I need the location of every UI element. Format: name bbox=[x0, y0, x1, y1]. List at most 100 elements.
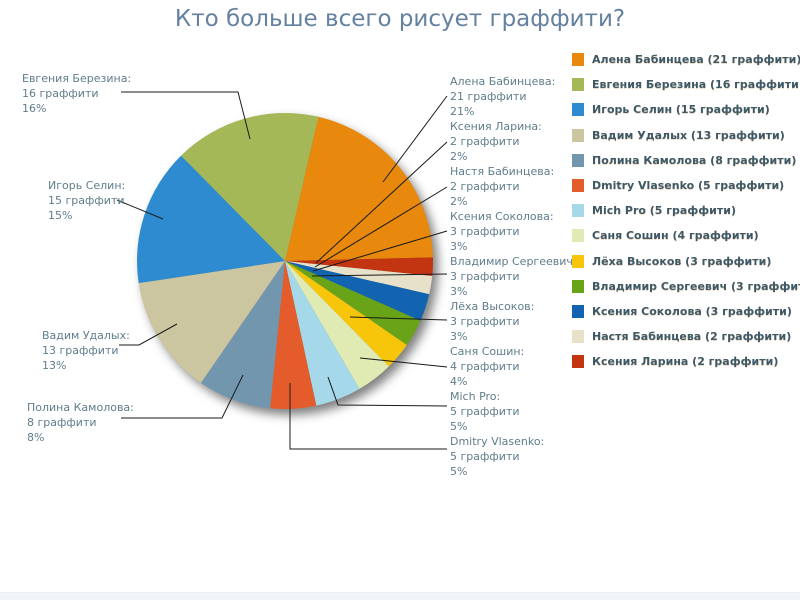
pie-slice-13[interactable] bbox=[181, 112, 319, 261]
slice-label-9: Dmitry Vlasenko: 5 граффити 5% bbox=[450, 434, 544, 479]
callout-line-9 bbox=[289, 383, 447, 450]
slice-label-line: 8 граффити bbox=[27, 416, 97, 429]
pie-slice-2[interactable] bbox=[285, 257, 434, 276]
legend-item-3[interactable]: Игорь Селин (15 граффити) bbox=[572, 102, 770, 116]
callout-line-4 bbox=[312, 230, 448, 272]
slice-label-line: 13 граффити bbox=[42, 344, 119, 357]
legend-swatch-icon bbox=[572, 254, 584, 268]
legend-label: Полина Камолова (8 граффити) bbox=[592, 153, 797, 167]
slice-label-line: 3% bbox=[450, 285, 468, 298]
pie-slice-10[interactable] bbox=[200, 261, 285, 409]
legend-item-5[interactable]: Полина Камолова (8 граффити) bbox=[572, 153, 796, 167]
legend-item-8[interactable]: Саня Сошин (4 граффити) bbox=[572, 228, 759, 242]
legend-swatch-icon bbox=[572, 329, 584, 343]
slice-label-7: Саня Сошин: 4 граффити 4% bbox=[450, 344, 524, 389]
callout-line-5 bbox=[311, 273, 448, 277]
legend-swatch-icon bbox=[572, 178, 584, 192]
legend-label: Евгения Березина (16 граффити) bbox=[592, 77, 800, 91]
slice-label-line: 2 граффити bbox=[450, 180, 520, 193]
pie-slices-group bbox=[136, 112, 434, 409]
callout-line-12 bbox=[116, 199, 164, 220]
slice-label-11: Вадим Удалых: 13 граффити 13% bbox=[42, 328, 130, 373]
legend-label: Игорь Селин (15 граффити) bbox=[592, 102, 770, 116]
slice-label-line: 5% bbox=[450, 465, 468, 478]
slice-label-line: Лёха Высоков: bbox=[450, 300, 535, 313]
pie-slice-7[interactable] bbox=[285, 261, 389, 389]
slice-label-line: 21% bbox=[450, 105, 475, 118]
legend-label: Dmitry Vlasenko (5 граффити) bbox=[592, 178, 785, 192]
slice-label-line: 5% bbox=[450, 420, 468, 433]
callout-line-10 bbox=[121, 374, 244, 419]
slice-label-line: 2% bbox=[450, 195, 468, 208]
pie-slice-1[interactable] bbox=[285, 116, 433, 261]
legend-item-13[interactable]: Ксения Ларина (2 граффити) bbox=[572, 354, 778, 368]
legend-item-12[interactable]: Настя Бабинцева (2 граффити) bbox=[572, 329, 791, 343]
callout-line-13 bbox=[121, 91, 251, 140]
pie-slice-8[interactable] bbox=[285, 261, 360, 406]
slice-label-line: 8% bbox=[27, 431, 45, 444]
slice-label-line: 2 граффити bbox=[450, 135, 520, 148]
slice-label-line: Игорь Селин: bbox=[48, 179, 126, 192]
slice-label-3: Настя Бабинцева: 2 граффити 2% bbox=[450, 164, 554, 209]
callout-line-3 bbox=[314, 186, 448, 268]
pie-slice-12[interactable] bbox=[136, 155, 285, 284]
pie-slice-3[interactable] bbox=[285, 261, 433, 295]
slice-label-10: Полина Камолова: 8 граффити 8% bbox=[27, 400, 134, 445]
slice-label-line: Mich Pro: bbox=[450, 390, 501, 403]
slice-label-line: Ксения Соколова: bbox=[450, 210, 554, 223]
legend-label: Владимир Сергеевич (3 граффити) bbox=[592, 279, 800, 293]
slice-label-4: Ксения Соколова: 3 граффити 3% bbox=[450, 209, 554, 254]
legend-item-6[interactable]: Dmitry Vlasenko (5 граффити) bbox=[572, 178, 784, 192]
pie-slice-6[interactable] bbox=[285, 261, 407, 367]
callout-line-7 bbox=[359, 357, 448, 368]
slice-label-line: Саня Сошин: bbox=[450, 345, 525, 358]
pie-slice-11[interactable] bbox=[138, 261, 285, 383]
legend-item-2[interactable]: Евгения Березина (16 граффити) bbox=[572, 77, 800, 91]
legend-label: Настя Бабинцева (2 граффити) bbox=[592, 329, 792, 343]
legend-swatch-icon bbox=[572, 203, 584, 217]
slice-label-line: 3% bbox=[450, 330, 468, 343]
legend-item-1[interactable]: Алена Бабинцева (21 граффити) bbox=[572, 52, 800, 66]
footer-bar bbox=[0, 592, 800, 600]
pie-slice-9[interactable] bbox=[270, 261, 317, 409]
slice-label-line: 21 граффити bbox=[450, 90, 527, 103]
legend-item-11[interactable]: Ксения Соколова (3 граффити) bbox=[572, 304, 792, 318]
slice-label-line: Ксения Ларина: bbox=[450, 120, 542, 133]
legend-label: Ксения Ларина (2 граффити) bbox=[592, 354, 779, 368]
slice-label-12: Игорь Селин: 15 граффити 15% bbox=[48, 178, 125, 223]
legend-swatch-icon bbox=[572, 279, 584, 293]
legend-swatch-icon bbox=[572, 102, 584, 116]
legend-item-9[interactable]: Лёха Высоков (3 граффити) bbox=[572, 254, 771, 268]
legend-swatch-icon bbox=[572, 77, 584, 91]
slice-label-1: Алена Бабинцева: 21 граффити 21% bbox=[450, 74, 555, 119]
legend-label: Лёха Высоков (3 граффити) bbox=[592, 254, 772, 268]
slice-label-line: 15 граффити bbox=[48, 194, 125, 207]
chart-title: Кто больше всего рисует граффити? bbox=[174, 6, 626, 32]
slice-label-line: 3% bbox=[450, 240, 468, 253]
pie-slice-5[interactable] bbox=[285, 261, 421, 346]
legend-swatch-icon bbox=[572, 354, 584, 368]
slice-label-5: Владимир Сергеевич: 3 граффити 3% bbox=[450, 254, 577, 299]
legend-item-4[interactable]: Вадим Удалых (13 граффити) bbox=[572, 128, 785, 142]
legend-label: Ксения Соколова (3 граффити) bbox=[592, 304, 792, 318]
slice-label-line: 4% bbox=[450, 375, 468, 388]
legend-item-7[interactable]: Mich Pro (5 граффити) bbox=[572, 203, 736, 217]
slice-label-line: Алена Бабинцева: bbox=[450, 75, 556, 88]
slice-label-line: 16 граффити bbox=[22, 87, 99, 100]
legend-swatch-icon bbox=[572, 304, 584, 318]
slice-label-line: Евгения Березина: bbox=[22, 72, 132, 85]
callout-line-1 bbox=[382, 95, 448, 183]
callout-line-6 bbox=[349, 316, 448, 321]
slice-label-line: 15% bbox=[48, 209, 73, 222]
legend-item-10[interactable]: Владимир Сергеевич (3 граффити) bbox=[572, 279, 800, 293]
legend-label: Саня Сошин (4 граффити) bbox=[592, 228, 759, 242]
legend-swatch-icon bbox=[572, 52, 584, 66]
slice-label-line: Полина Камолова: bbox=[27, 401, 134, 414]
legend-label: Mich Pro (5 граффити) bbox=[592, 203, 736, 217]
slice-label-line: 3 граффити bbox=[450, 270, 520, 283]
legend-label: Алена Бабинцева (21 граффити) bbox=[592, 52, 800, 66]
slice-label-8: Mich Pro: 5 граффити 5% bbox=[450, 389, 520, 434]
slice-label-6: Лёха Высоков: 3 граффити 3% bbox=[450, 299, 534, 344]
slice-label-13: Евгения Березина: 16 граффити 16% bbox=[22, 71, 131, 116]
